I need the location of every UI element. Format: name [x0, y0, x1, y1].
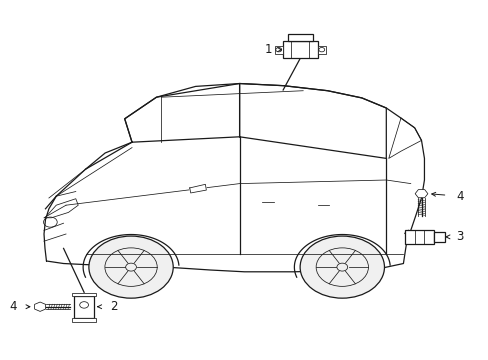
FancyBboxPatch shape	[282, 41, 317, 58]
FancyBboxPatch shape	[274, 46, 282, 54]
Text: 1: 1	[264, 43, 271, 56]
FancyBboxPatch shape	[287, 34, 312, 41]
Text: 4: 4	[455, 190, 463, 203]
FancyBboxPatch shape	[317, 46, 325, 54]
Polygon shape	[189, 184, 206, 193]
Polygon shape	[35, 302, 45, 311]
Text: 3: 3	[455, 230, 463, 243]
Text: 2: 2	[109, 300, 117, 313]
FancyBboxPatch shape	[433, 232, 444, 242]
Ellipse shape	[89, 236, 173, 298]
Text: 4: 4	[9, 300, 17, 313]
Polygon shape	[44, 84, 424, 272]
FancyBboxPatch shape	[74, 296, 94, 318]
FancyBboxPatch shape	[72, 318, 96, 322]
Ellipse shape	[300, 236, 384, 298]
Polygon shape	[414, 190, 427, 198]
FancyBboxPatch shape	[404, 230, 433, 244]
FancyBboxPatch shape	[72, 293, 96, 296]
